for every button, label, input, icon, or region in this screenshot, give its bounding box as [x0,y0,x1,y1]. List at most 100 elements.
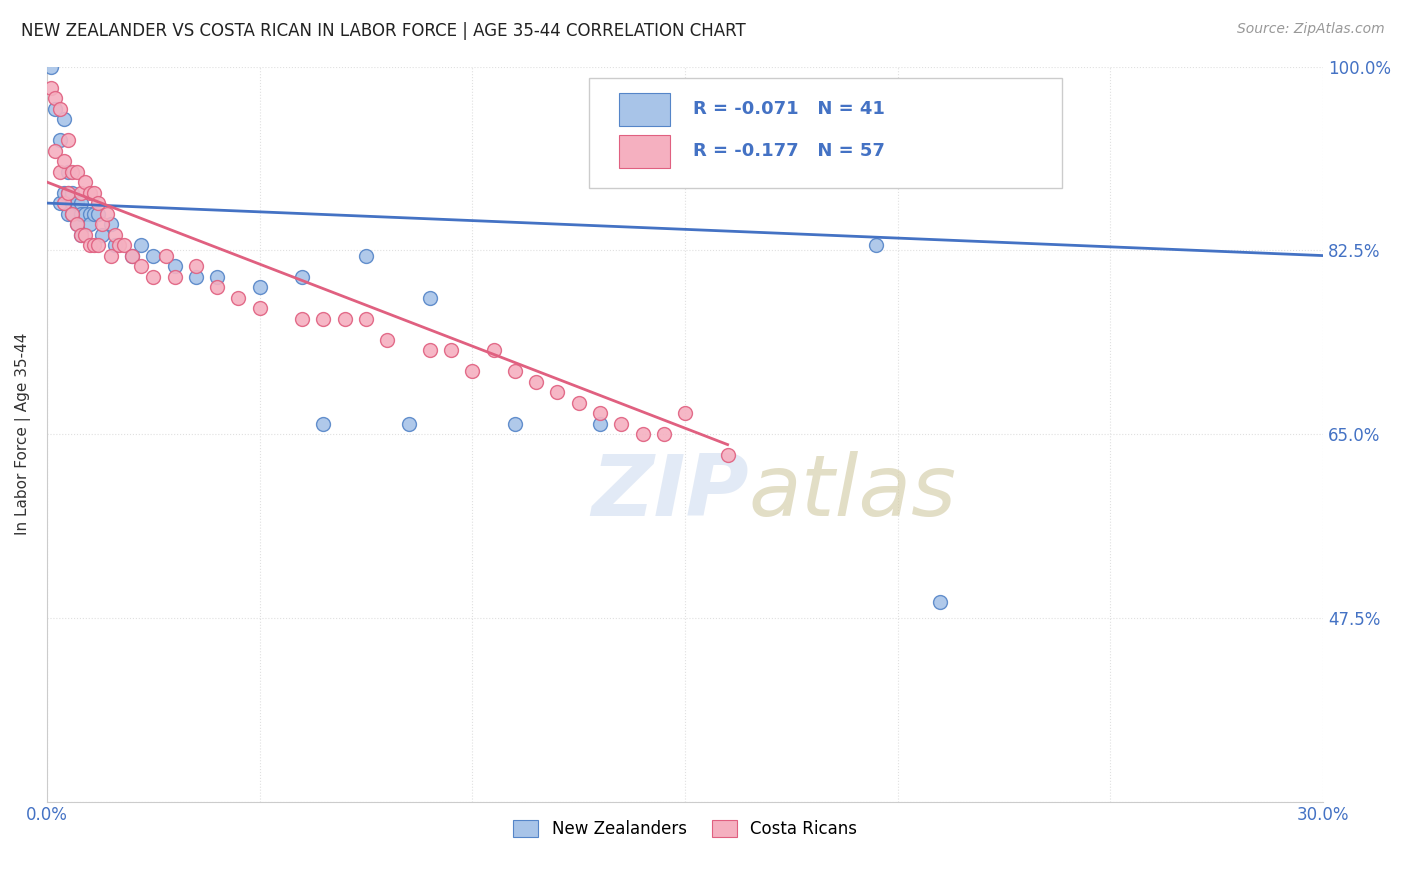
Point [108,238,131,252]
Point [142,269,165,284]
Point [58,164,80,178]
Point [100,249,122,263]
Point [62,206,84,220]
Point [100,217,122,231]
Point [83,238,105,252]
Point [70,227,93,242]
Point [44,102,66,116]
Point [39,80,62,95]
Point [524,375,547,389]
Point [184,269,207,284]
Point [163,259,186,273]
Bar [619,135,669,168]
Point [66,164,89,178]
Point [184,259,207,273]
Point [716,448,738,462]
Point [228,291,250,305]
Point [62,196,84,211]
Point [652,427,675,442]
Point [440,343,463,357]
Point [929,595,952,609]
Point [70,186,93,200]
Point [419,291,441,305]
Point [66,217,89,231]
Point [163,269,186,284]
Point [354,249,377,263]
Point [91,217,114,231]
Point [75,227,97,242]
Point [58,206,80,220]
Point [58,186,80,200]
Point [312,311,335,326]
Point [87,196,110,211]
Point [58,133,80,147]
Point [121,249,143,263]
Y-axis label: In Labor Force | Age 35-44: In Labor Force | Age 35-44 [15,333,31,535]
Point [87,206,110,220]
Point [83,206,105,220]
Point [75,206,97,220]
Point [70,196,93,211]
Point [312,417,335,431]
Point [91,227,114,242]
Point [419,343,441,357]
Point [53,186,76,200]
Point [48,133,70,147]
Point [66,217,89,231]
FancyBboxPatch shape [589,78,1062,188]
Point [142,249,165,263]
Point [53,154,76,169]
Point [291,269,314,284]
Point [79,186,101,200]
Point [62,206,84,220]
Point [673,406,696,420]
Point [398,417,420,431]
Point [44,91,66,105]
Point [503,364,526,378]
Point [62,164,84,178]
Point [39,60,62,74]
Point [291,311,314,326]
Point [589,406,612,420]
Point [129,259,152,273]
Point [375,333,398,347]
Point [75,175,97,189]
Point [87,238,110,252]
Point [70,227,93,242]
Point [44,144,66,158]
Point [589,417,612,431]
Point [482,343,505,357]
Point [461,364,484,378]
Point [249,280,271,294]
Point [503,417,526,431]
Text: R = -0.177   N = 57: R = -0.177 N = 57 [693,142,884,161]
Point [104,238,127,252]
Point [205,269,228,284]
Point [568,395,591,409]
Text: ZIP: ZIP [592,451,749,534]
Point [62,186,84,200]
Point [104,227,127,242]
Point [865,238,887,252]
Bar [619,93,669,126]
Text: Source: ZipAtlas.com: Source: ZipAtlas.com [1237,22,1385,37]
Text: atlas: atlas [749,451,957,534]
Text: NEW ZEALANDER VS COSTA RICAN IN LABOR FORCE | AGE 35-44 CORRELATION CHART: NEW ZEALANDER VS COSTA RICAN IN LABOR FO… [21,22,745,40]
Point [96,206,118,220]
Legend: New Zealanders, Costa Ricans: New Zealanders, Costa Ricans [506,814,863,845]
Point [83,186,105,200]
Point [48,102,70,116]
Point [48,164,70,178]
Point [48,196,70,211]
Point [354,311,377,326]
Point [70,206,93,220]
Point [333,311,356,326]
Point [53,196,76,211]
Point [546,385,568,400]
Point [121,249,143,263]
Point [129,238,152,252]
Point [66,196,89,211]
Point [79,206,101,220]
Point [155,249,177,263]
Point [58,186,80,200]
